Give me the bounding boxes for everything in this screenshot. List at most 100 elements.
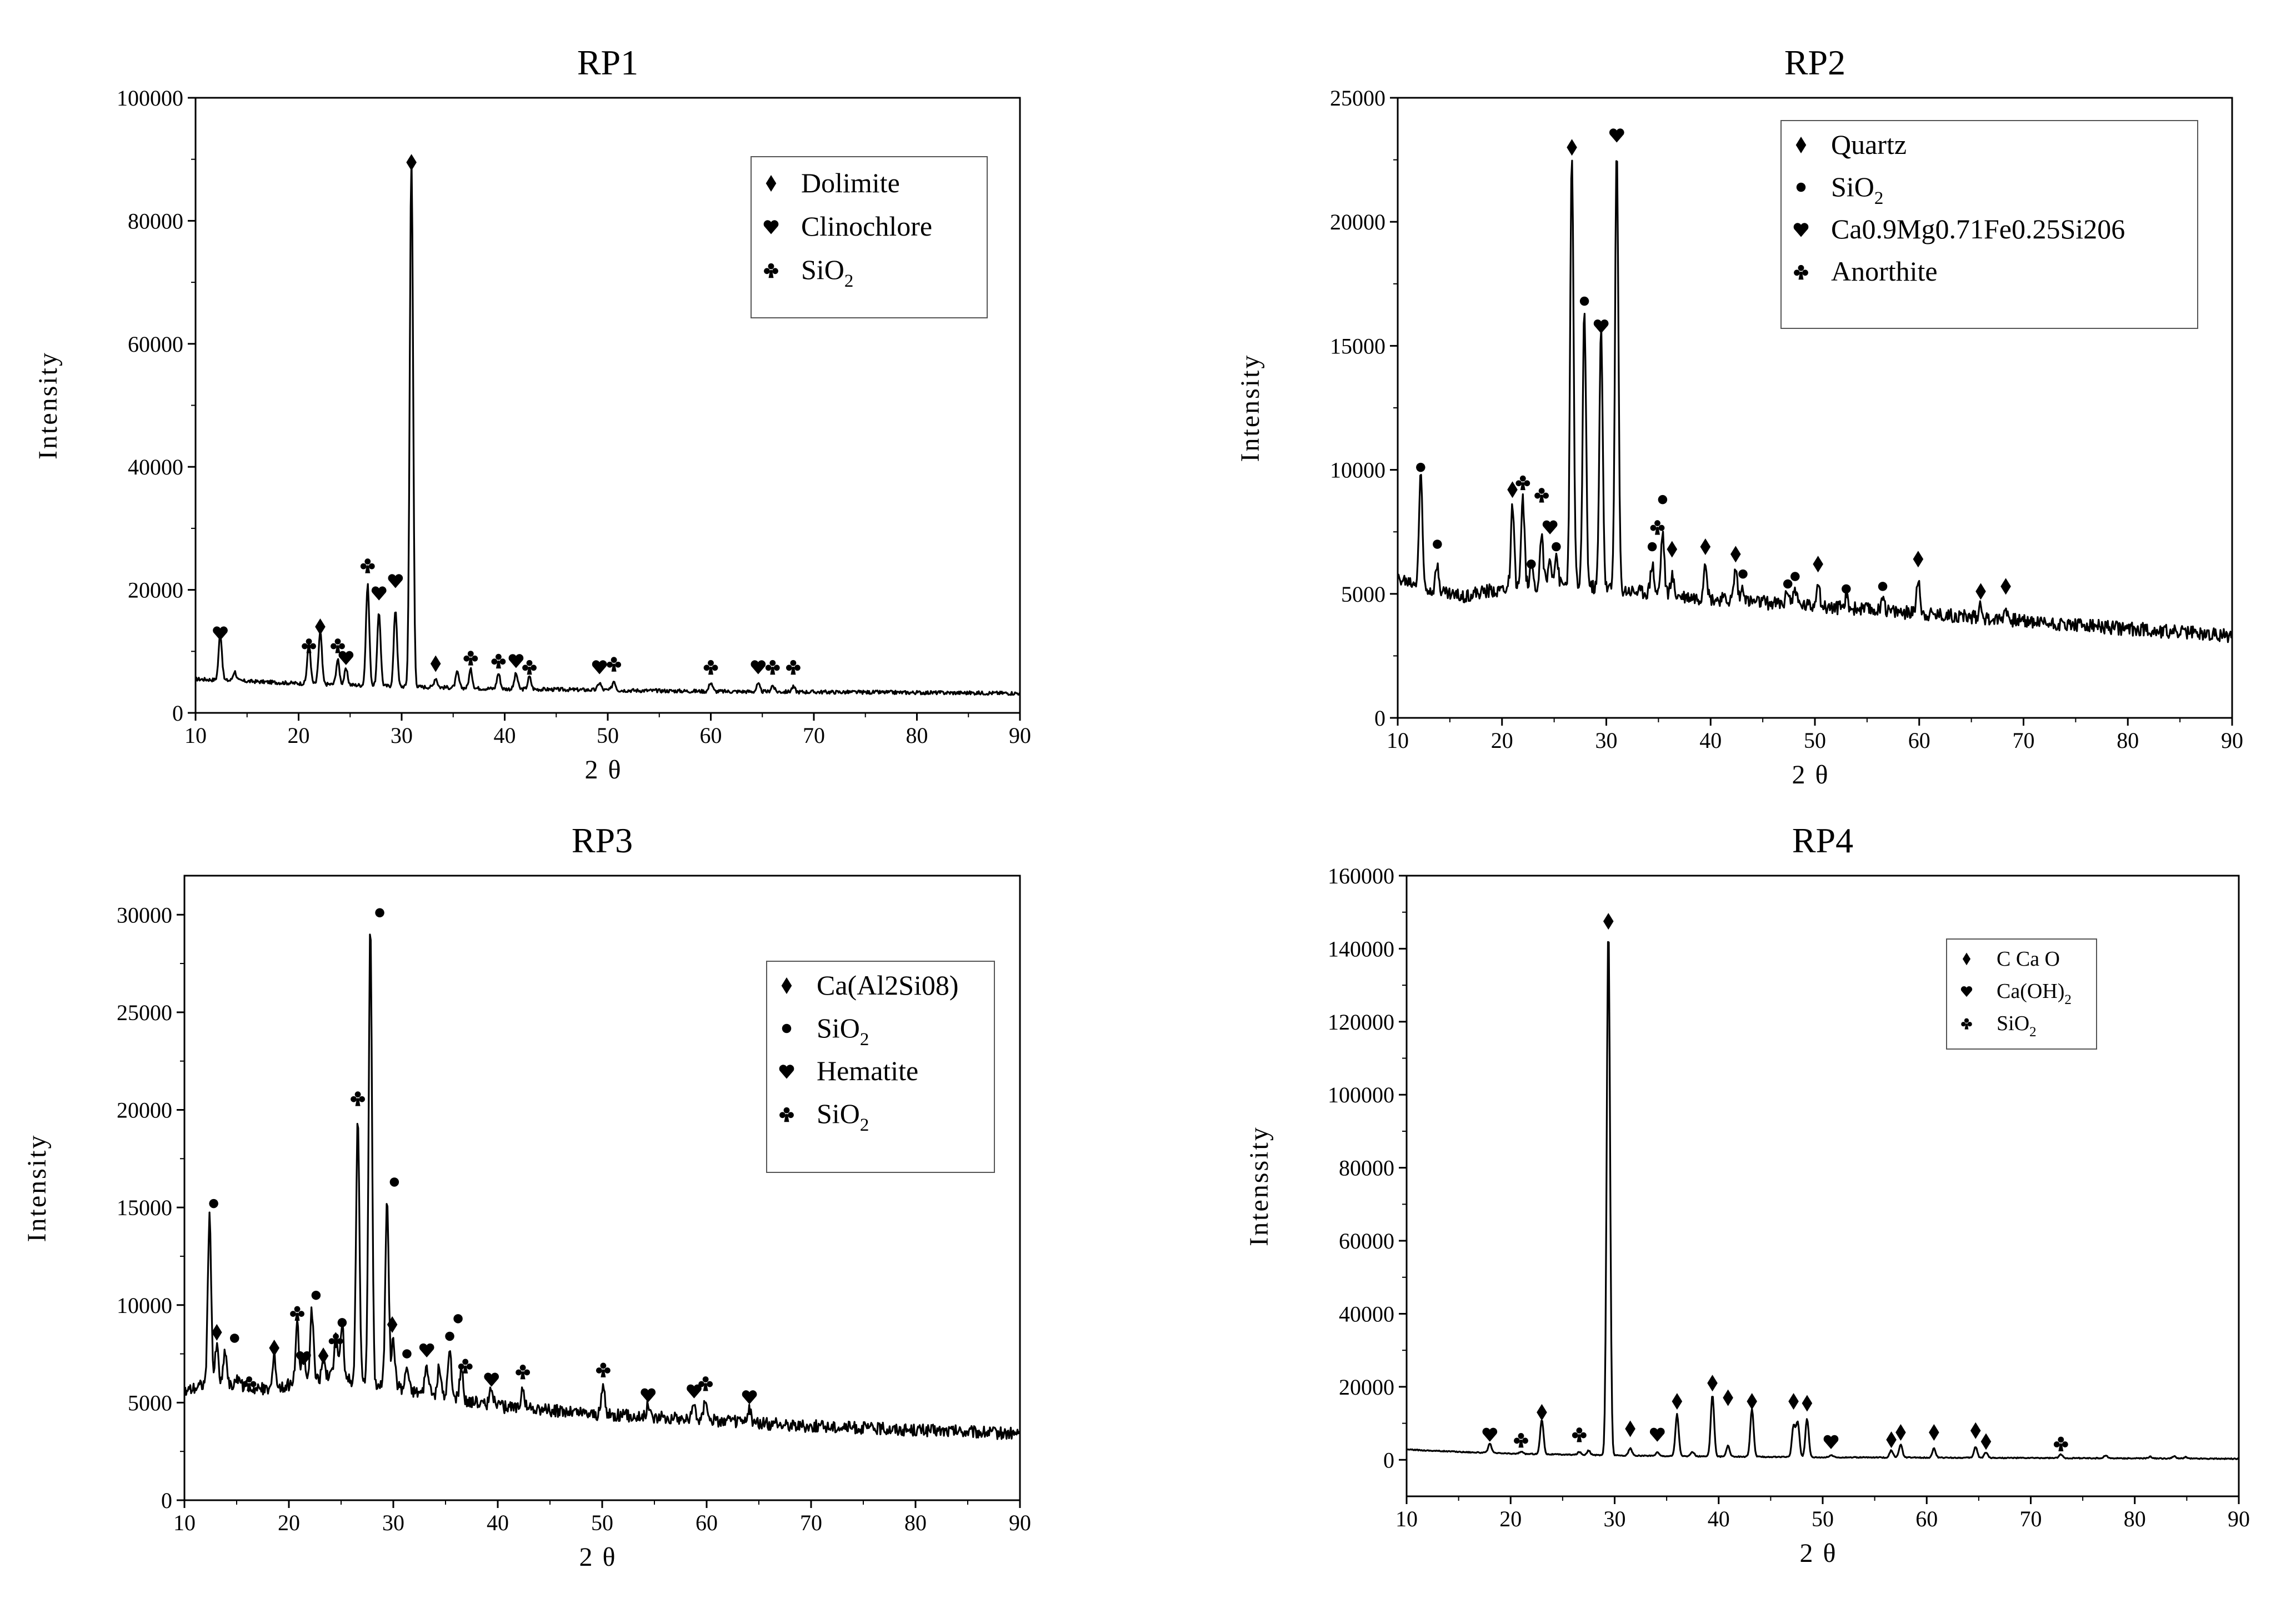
- rp4-peak-marker-diamond: [1672, 1393, 1683, 1410]
- rp3-x-tick-label: 40: [487, 1510, 509, 1535]
- rp2-peak-marker-dot: [1842, 584, 1851, 594]
- rp3-x-axis-label: 2θ: [579, 1542, 626, 1572]
- rp4-x-tick-label: 70: [2020, 1506, 2042, 1531]
- rp3-legend-symbol-club: [779, 1107, 794, 1122]
- rp2-x-tick-label: 80: [2117, 728, 2139, 753]
- rp2-title: RP2: [1784, 43, 1845, 82]
- rp3-peak-marker-dot: [375, 908, 384, 917]
- rp1-x-tick-label: 70: [803, 723, 825, 748]
- rp1-peak-marker-club: [463, 651, 478, 666]
- rp3-peak-marker-dot: [337, 1318, 347, 1327]
- rp1-peak-marker-club: [765, 660, 780, 675]
- rp1-x-tick-label: 20: [288, 723, 310, 748]
- rp3-peak-marker-heart: [742, 1390, 757, 1405]
- rp3-peak-marker-club: [458, 1359, 473, 1374]
- rp4-peak-marker-diamond: [1603, 913, 1614, 930]
- rp4-x-tick-label: 40: [1708, 1506, 1730, 1531]
- rp4-y-axis-label: Intenssity: [1244, 1126, 1274, 1246]
- rp2-peak-marker-diamond: [1667, 541, 1678, 558]
- rp3-legend-label: Ca(Al2Si08): [817, 970, 959, 1001]
- rp1-x-tick-label: 10: [184, 723, 207, 748]
- rp1-legend-label: Clinochlore: [801, 211, 932, 242]
- rp2-peak-marker-diamond: [1507, 481, 1518, 498]
- rp1-peak-marker-heart: [338, 651, 354, 665]
- rp3-peak-marker-club: [351, 1091, 365, 1106]
- rp4-x-tick-label: 30: [1604, 1506, 1626, 1531]
- rp1-y-tick-label: 80000: [128, 208, 183, 233]
- rp2-legend-symbol-heart: [1793, 223, 1809, 237]
- rp4-peak-marker-diamond: [1747, 1393, 1757, 1410]
- rp4-x-tick-label: 90: [2228, 1506, 2250, 1531]
- rp4-legend-symbol-club: [1961, 1018, 1972, 1030]
- rp1-legend-symbol-club: [764, 263, 778, 278]
- rp4-y-tick-label: 80000: [1339, 1156, 1394, 1181]
- rp1-peak-marker-club: [302, 638, 316, 653]
- rp4-plot-frame: [1405, 875, 2240, 1497]
- rp1-title: RP1: [577, 43, 638, 82]
- rp4-legend-box: [1946, 938, 2097, 1050]
- rp4-peak-marker-diamond: [1802, 1395, 1813, 1412]
- rp2-peak-marker-diamond: [1567, 139, 1577, 156]
- rp3-peak-marker-dot: [445, 1331, 454, 1341]
- rp1-pattern-line: [195, 157, 1021, 696]
- rp1-y-tick-label: 40000: [128, 455, 183, 480]
- rp2-y-axis-label: Intensity: [1235, 354, 1265, 462]
- rp2-peak-marker-club: [1534, 488, 1549, 503]
- rp1-peak-marker-heart: [508, 654, 524, 668]
- rp2-peak-marker-dot: [1658, 495, 1668, 505]
- rp3-legend-box: [766, 961, 995, 1173]
- rp2-y-tick-label: 15000: [1330, 333, 1385, 358]
- rp2-chart: RP2 10 20 30 40 50 60 70 80 90 0 5000 10000 15000 2000…: [1235, 43, 2243, 790]
- rp1-peak-marker-club: [522, 660, 537, 675]
- rp1-x-tick-label: 90: [1009, 723, 1031, 748]
- rp2-peak-marker-club: [1650, 520, 1665, 535]
- rp2-legend-label: Quartz: [1831, 129, 1907, 160]
- rp2-y-tick-label: 10000: [1330, 458, 1385, 483]
- rp4-title: RP4: [1792, 821, 1853, 860]
- rp1-legend-symbol-diamond: [766, 175, 777, 192]
- rp3-peak-marker-diamond: [269, 1340, 279, 1357]
- rp4-legend-label: C Ca O: [1997, 947, 2060, 971]
- rp4-y-tick-label: 60000: [1339, 1229, 1394, 1254]
- rp1-peak-marker-club: [607, 657, 622, 672]
- rp4-y-tick-label: 160000: [1328, 863, 1394, 888]
- rp3-title: RP3: [572, 821, 633, 860]
- rp4-legend-symbol-diamond: [1962, 952, 1971, 966]
- rp4-peak-marker-club: [1572, 1427, 1587, 1442]
- rp1-peak-marker-club: [360, 558, 375, 573]
- rp3-x-tick-label: 80: [904, 1510, 927, 1535]
- rp1-y-tick-label: 100000: [117, 86, 183, 111]
- rp1-x-axis-label: 2θ: [585, 755, 631, 785]
- rp1-legend-box: [751, 156, 988, 318]
- rp1-peak-marker-club: [331, 638, 345, 653]
- rp2-peak-marker-dot: [1579, 296, 1589, 306]
- rp3-legend-symbol-dot: [782, 1023, 792, 1033]
- rp1-peak-marker-heart: [592, 660, 607, 675]
- rp3-peak-marker-diamond: [318, 1347, 329, 1365]
- rp2-x-tick-label: 90: [2221, 728, 2243, 753]
- rp3-peak-marker-dot: [311, 1290, 321, 1300]
- rp2-peak-marker-dot: [1433, 540, 1442, 549]
- rp1-y-tick-label: 60000: [128, 332, 183, 357]
- rp3-y-tick-label: 25000: [117, 1000, 172, 1025]
- rp3-peak-marker-heart: [641, 1388, 656, 1402]
- rp3-x-tick-label: 70: [800, 1510, 822, 1535]
- rp2-y-tick-label: 0: [1374, 706, 1385, 731]
- rp1-peak-marker-club: [786, 660, 801, 675]
- rp4-peak-marker-heart: [1823, 1435, 1839, 1449]
- rp2-y-tick-label: 5000: [1341, 582, 1385, 607]
- rp2-peak-marker-diamond: [1913, 551, 1924, 568]
- rp2-peak-marker-dot: [1783, 579, 1793, 589]
- rp3-x-tick-label: 60: [696, 1510, 718, 1535]
- rp1-x-tick-label: 40: [494, 723, 516, 748]
- rp3-y-tick-label: 20000: [117, 1098, 172, 1123]
- rp1-peak-marker-club: [491, 653, 506, 669]
- rp3-y-tick-label: 30000: [117, 902, 172, 927]
- rp3-peak-marker-dot: [229, 1334, 239, 1343]
- rp3-chart: RP3 10 20 30 40 50 60 70 80 90 0 5000 10000 15000 2000…: [22, 821, 1031, 1572]
- rp3-legend-label: SiO2: [817, 1098, 869, 1135]
- rp4-legend-symbol-heart: [1960, 986, 1973, 997]
- rp3-legend-label: SiO2: [817, 1012, 869, 1050]
